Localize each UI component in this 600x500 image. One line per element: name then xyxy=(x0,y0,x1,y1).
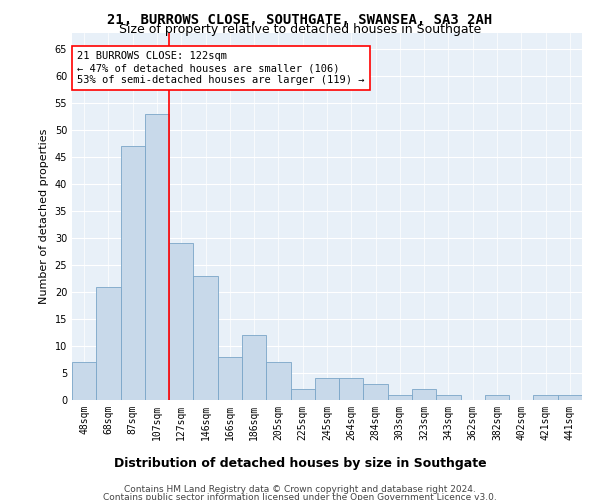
Bar xyxy=(96,286,121,400)
Bar xyxy=(533,394,558,400)
Bar xyxy=(72,362,96,400)
Bar xyxy=(242,335,266,400)
Bar xyxy=(218,357,242,400)
Text: Size of property relative to detached houses in Southgate: Size of property relative to detached ho… xyxy=(119,24,481,36)
Bar xyxy=(558,394,582,400)
Bar xyxy=(145,114,169,400)
Bar xyxy=(290,389,315,400)
Bar xyxy=(193,276,218,400)
Bar xyxy=(388,394,412,400)
Bar xyxy=(436,394,461,400)
Text: Distribution of detached houses by size in Southgate: Distribution of detached houses by size … xyxy=(113,458,487,470)
Bar xyxy=(364,384,388,400)
Text: Contains HM Land Registry data © Crown copyright and database right 2024.: Contains HM Land Registry data © Crown c… xyxy=(124,485,476,494)
Bar xyxy=(266,362,290,400)
Bar xyxy=(121,146,145,400)
Text: Contains public sector information licensed under the Open Government Licence v3: Contains public sector information licen… xyxy=(103,494,497,500)
Bar xyxy=(169,244,193,400)
Y-axis label: Number of detached properties: Number of detached properties xyxy=(39,128,49,304)
Text: 21 BURROWS CLOSE: 122sqm
← 47% of detached houses are smaller (106)
53% of semi-: 21 BURROWS CLOSE: 122sqm ← 47% of detach… xyxy=(77,52,364,84)
Bar xyxy=(485,394,509,400)
Text: 21, BURROWS CLOSE, SOUTHGATE, SWANSEA, SA3 2AH: 21, BURROWS CLOSE, SOUTHGATE, SWANSEA, S… xyxy=(107,12,493,26)
Bar xyxy=(412,389,436,400)
Bar xyxy=(315,378,339,400)
Bar xyxy=(339,378,364,400)
